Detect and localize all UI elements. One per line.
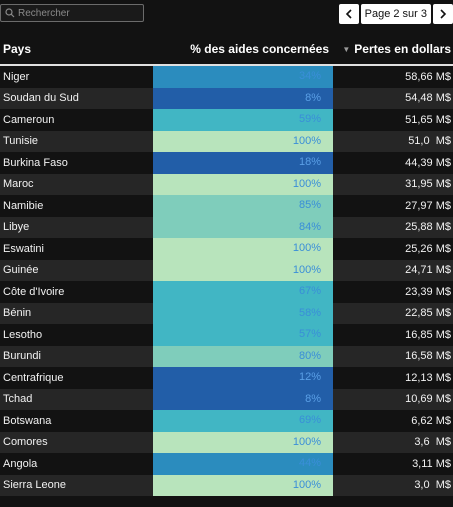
sort-descending-icon: ▼ [342, 44, 351, 54]
country-cell: Sierra Leone [3, 479, 66, 492]
table-row: Niger 34% 58,66 M$ [0, 66, 453, 88]
country-cell: Comores [3, 436, 48, 449]
percent-cell: 59% [153, 109, 333, 131]
search-icon [5, 8, 15, 18]
column-header-country[interactable]: Pays [3, 42, 32, 56]
table-row: Cameroun 59% 51,65 M$ [0, 109, 453, 131]
table-row: Namibie 85% 27,97 M$ [0, 195, 453, 217]
loss-cell: 51,65 M$ [405, 113, 451, 126]
loss-cell: 3,6 M$ [414, 436, 451, 449]
table-row: Tunisie 100% 51,0 M$ [0, 130, 453, 152]
toolbar: Page 2 sur 3 [0, 0, 453, 34]
country-cell: Lesotho [3, 328, 43, 341]
table-header: Pays % des aides concernées ▼ Pertes en … [0, 34, 453, 66]
table-row: Maroc 100% 31,95 M$ [0, 173, 453, 195]
table-row: Sierra Leone 100% 3,0 M$ [0, 474, 453, 496]
loss-cell: 54,48 M$ [405, 92, 451, 105]
page-indicator: Page 2 sur 3 [360, 4, 431, 24]
loss-cell: 12,13 M$ [405, 371, 451, 384]
percent-cell: 58% [153, 302, 333, 324]
country-cell: Angola [3, 457, 38, 470]
country-cell: Niger [3, 70, 30, 83]
country-cell: Tchad [3, 393, 33, 406]
column-header-losses[interactable]: ▼ Pertes en dollars [333, 42, 453, 56]
previous-page-button[interactable] [338, 4, 359, 24]
table-row: Centrafrique 12% 12,13 M$ [0, 367, 453, 389]
percent-cell: 100% [153, 431, 333, 453]
loss-cell: 31,95 M$ [405, 178, 451, 191]
next-page-button[interactable] [433, 4, 453, 24]
table-row: Soudan du Sud 8% 54,48 M$ [0, 87, 453, 109]
loss-cell: 22,85 M$ [405, 307, 451, 320]
table-row: Burkina Faso 18% 44,39 M$ [0, 152, 453, 174]
country-cell: Namibie [3, 199, 44, 212]
table-row: Lesotho 57% 16,85 M$ [0, 324, 453, 346]
percent-cell: 18% [153, 152, 333, 174]
percent-cell: 100% [153, 259, 333, 281]
country-cell: Tunisie [3, 135, 39, 148]
country-cell: Soudan du Sud [3, 92, 79, 105]
loss-cell: 16,58 M$ [405, 350, 451, 363]
country-cell: Eswatini [3, 242, 44, 255]
percent-cell: 69% [153, 410, 333, 432]
country-cell: Bénin [3, 307, 32, 320]
chevron-right-icon [440, 9, 447, 19]
percent-cell: 8% [153, 388, 333, 410]
loss-cell: 44,39 M$ [405, 156, 451, 169]
column-header-losses-label: Pertes en dollars [354, 42, 451, 56]
country-cell: Libye [3, 221, 30, 234]
country-cell: Côte d'Ivoire [3, 285, 65, 298]
loss-cell: 3,11 M$ [412, 457, 451, 470]
country-cell: Botswana [3, 414, 52, 427]
table-row: Tchad 8% 10,69 M$ [0, 388, 453, 410]
search-input[interactable] [15, 7, 136, 19]
loss-cell: 6,62 M$ [411, 414, 451, 427]
loss-cell: 58,66 M$ [405, 70, 451, 83]
column-header-percent[interactable]: % des aides concernées [190, 42, 329, 56]
search-box[interactable] [0, 4, 144, 22]
table-row: Angola 44% 3,11 M$ [0, 453, 453, 475]
loss-cell: 27,97 M$ [405, 199, 451, 212]
country-cell: Cameroun [3, 113, 55, 126]
percent-cell: 85% [153, 195, 333, 217]
loss-cell: 10,69 M$ [405, 393, 451, 406]
table-row: Botswana 69% 6,62 M$ [0, 410, 453, 432]
percent-cell: 100% [153, 238, 333, 260]
percent-cell: 34% [153, 66, 333, 88]
table-row: Burundi 80% 16,58 M$ [0, 345, 453, 367]
percent-cell: 12% [153, 367, 333, 389]
country-cell: Burundi [3, 350, 41, 363]
loss-cell: 23,39 M$ [405, 285, 451, 298]
percent-cell: 100% [153, 173, 333, 195]
loss-cell: 25,88 M$ [405, 221, 451, 234]
country-cell: Burkina Faso [3, 156, 68, 169]
table-row: Comores 100% 3,6 M$ [0, 431, 453, 453]
table-row: Bénin 58% 22,85 M$ [0, 302, 453, 324]
table-row: Libye 84% 25,88 M$ [0, 216, 453, 238]
table-row: Eswatini 100% 25,26 M$ [0, 238, 453, 260]
country-cell: Centrafrique [3, 371, 64, 384]
table-row: Côte d'Ivoire 67% 23,39 M$ [0, 281, 453, 303]
table-body: Niger 34% 58,66 M$ Soudan du Sud 8% 54,48 M$ C… [0, 66, 453, 496]
percent-cell: 67% [153, 281, 333, 303]
loss-cell: 16,85 M$ [405, 328, 451, 341]
percent-cell: 84% [153, 216, 333, 238]
percent-cell: 8% [153, 87, 333, 109]
country-cell: Maroc [3, 178, 34, 191]
percent-cell: 44% [153, 453, 333, 475]
percent-cell: 100% [153, 474, 333, 496]
percent-cell: 80% [153, 345, 333, 367]
table-row: Guinée 100% 24,71 M$ [0, 259, 453, 281]
loss-cell: 3,0 M$ [414, 479, 451, 492]
loss-cell: 51,0 M$ [408, 135, 451, 148]
percent-cell: 57% [153, 324, 333, 346]
loss-cell: 25,26 M$ [405, 242, 451, 255]
pagination: Page 2 sur 3 [338, 4, 453, 24]
chevron-left-icon [345, 9, 352, 19]
country-cell: Guinée [3, 264, 39, 277]
loss-cell: 24,71 M$ [405, 264, 451, 277]
percent-cell: 100% [153, 130, 333, 152]
